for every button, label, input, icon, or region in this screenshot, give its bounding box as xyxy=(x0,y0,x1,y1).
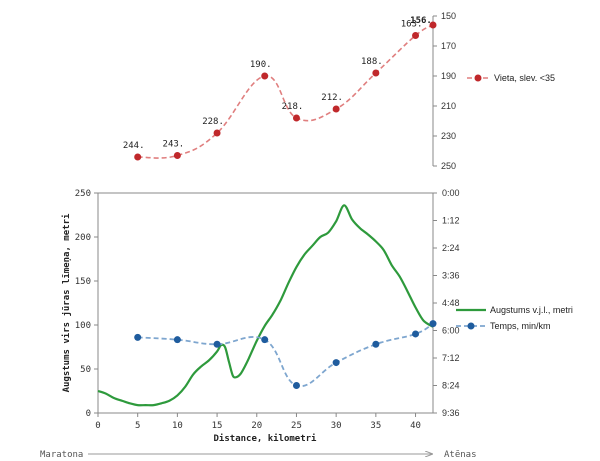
pace-legend-label: Temps, min/km xyxy=(490,321,551,331)
pace-legend-swatch-dot xyxy=(467,322,475,330)
ranking-legend: Vieta, slev. <35 xyxy=(467,73,555,83)
x-axis-title: Distance, kilometri xyxy=(214,433,318,444)
x-tick-label: 30 xyxy=(331,421,342,431)
ranking-point xyxy=(332,105,340,113)
y2-axis-ticks: 0:00 1:12 2:24 3:36 4:48 6:00 7:12 8:24 9:36 xyxy=(433,188,460,418)
y-tick-label: 250 xyxy=(75,189,91,199)
ranking-data-label: 188. xyxy=(361,57,383,67)
pace-points xyxy=(134,320,437,389)
y2-tick-label: 3:36 xyxy=(442,271,460,281)
x-axis-ticks: 0 5 10 15 20 25 30 35 40 xyxy=(95,413,421,431)
plot-area xyxy=(97,192,434,414)
x-tick-label: 5 xyxy=(135,421,140,431)
pace-point xyxy=(332,359,340,367)
ranking-y-axis-ticks: 150 170 190 210 230 250 xyxy=(433,11,456,171)
x-tick-label: 15 xyxy=(212,421,223,431)
elevation-pace-chart: 0 5 10 15 20 25 30 35 40 0 50 100 150 200 250 0:00 1:1… xyxy=(61,188,573,444)
ranking-point xyxy=(412,32,420,39)
elevation-pace-legend: Augstums v.j.l., metri Temps, min/km xyxy=(456,305,573,331)
x-tick-label: 20 xyxy=(251,421,262,431)
ranking-series-line xyxy=(137,24,434,159)
pace-point xyxy=(261,336,269,344)
pace-point xyxy=(292,382,300,389)
y2-tick-label: 8:24 xyxy=(442,381,460,391)
ranking-point xyxy=(292,114,300,122)
y-tick-label: 100 xyxy=(75,321,91,331)
x-tick-label: 0 xyxy=(95,421,100,431)
y-tick-label: 0 xyxy=(86,409,91,419)
ranking-point xyxy=(173,152,181,159)
y-axis-ticks: 0 50 100 150 200 250 xyxy=(75,189,98,419)
pace-point xyxy=(412,330,420,338)
x-tick-label: 40 xyxy=(410,421,421,431)
y2-tick-label: 2:24 xyxy=(442,243,460,253)
y2-tick-label: 0:00 xyxy=(442,188,460,198)
x-tick-label: 10 xyxy=(172,421,183,431)
y2-tick-label: 6:00 xyxy=(442,326,460,336)
ranking-data-label: 243. xyxy=(163,140,185,150)
ranking-data-label: 212. xyxy=(321,93,343,103)
x-tick-label: 35 xyxy=(370,421,381,431)
elevation-series-line xyxy=(97,204,434,407)
y2-tick-label: 4:48 xyxy=(442,298,460,308)
ranking-point xyxy=(134,153,142,161)
pace-series-line xyxy=(137,322,434,388)
pace-point xyxy=(372,340,380,348)
elevation-legend-label: Augstums v.j.l., metri xyxy=(490,305,573,315)
y-tick-label: 200 xyxy=(75,233,91,243)
ranking-data-label: 190. xyxy=(250,60,272,70)
route-arrow: Maratona Atēnas xyxy=(40,450,477,460)
ranking-point xyxy=(429,21,437,29)
y-tick-label: 50 xyxy=(80,365,91,375)
ranking-point xyxy=(261,72,269,80)
ranking-y-tick-label: 150 xyxy=(441,11,456,21)
ranking-data-labels: 244. 243. 228. 190. 218. 212. 188. 163.156. xyxy=(123,16,432,151)
ranking-point xyxy=(213,129,221,137)
ranking-points xyxy=(134,21,437,161)
y-axis-title: Augstums virs jūras līmeņa, metri xyxy=(61,213,72,392)
pace-point xyxy=(213,340,221,348)
pace-point xyxy=(134,333,142,341)
x-tick-label: 25 xyxy=(291,421,302,431)
route-start-label: Maratona xyxy=(40,450,83,460)
ranking-legend-swatch-dot xyxy=(474,74,482,82)
ranking-y-tick-label: 250 xyxy=(441,161,456,171)
pace-point xyxy=(173,336,181,344)
ranking-y-tick-label: 170 xyxy=(441,41,456,51)
pace-point xyxy=(429,320,437,328)
route-end-label: Atēnas xyxy=(444,450,477,460)
ranking-data-label: 156. xyxy=(410,16,432,26)
ranking-data-label: 244. xyxy=(123,141,145,151)
y2-tick-label: 7:12 xyxy=(442,353,460,363)
y-tick-label: 150 xyxy=(75,277,91,287)
ranking-data-label: 163. xyxy=(401,20,423,30)
y2-tick-label: 1:12 xyxy=(442,216,460,226)
ranking-data-label: 218. xyxy=(282,102,304,112)
ranking-y-tick-label: 190 xyxy=(441,71,456,81)
ranking-data-label: 228. xyxy=(202,117,224,127)
ranking-y-tick-label: 210 xyxy=(441,101,456,111)
y2-tick-label: 9:36 xyxy=(442,408,460,418)
ranking-y-tick-label: 230 xyxy=(441,131,456,141)
ranking-legend-label: Vieta, slev. <35 xyxy=(494,73,555,83)
ranking-point xyxy=(372,69,380,77)
